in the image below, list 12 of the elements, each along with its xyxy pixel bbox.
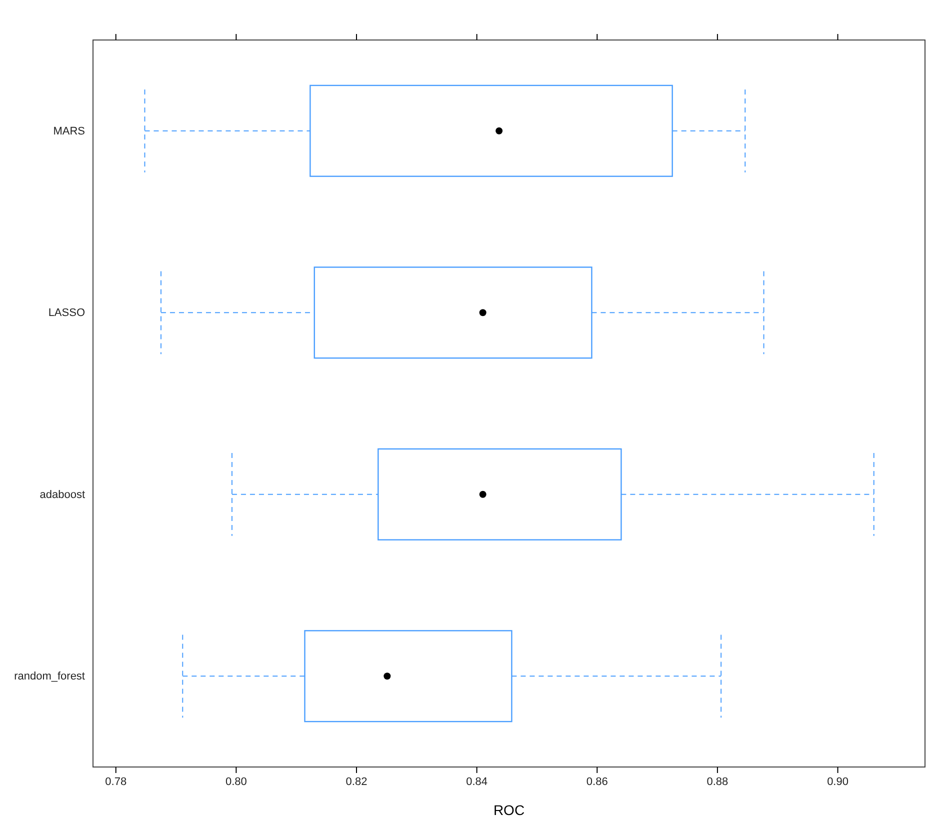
y-tick-label: random_forest <box>14 670 85 683</box>
y-tick-label: MARS <box>53 125 85 138</box>
x-tick-label: 0.86 <box>586 776 608 788</box>
x-tick-label: 0.88 <box>706 776 728 788</box>
x-tick-label: 0.78 <box>105 776 127 788</box>
x-tick-label: 0.82 <box>346 776 368 788</box>
y-tick-label: adaboost <box>40 488 85 501</box>
x-tick-label: 0.80 <box>225 776 247 788</box>
x-tick-label: 0.84 <box>466 776 488 788</box>
x-axis-title: ROC <box>493 802 525 818</box>
y-tick-label: LASSO <box>48 307 86 320</box>
x-tick-label: 0.90 <box>827 776 848 788</box>
